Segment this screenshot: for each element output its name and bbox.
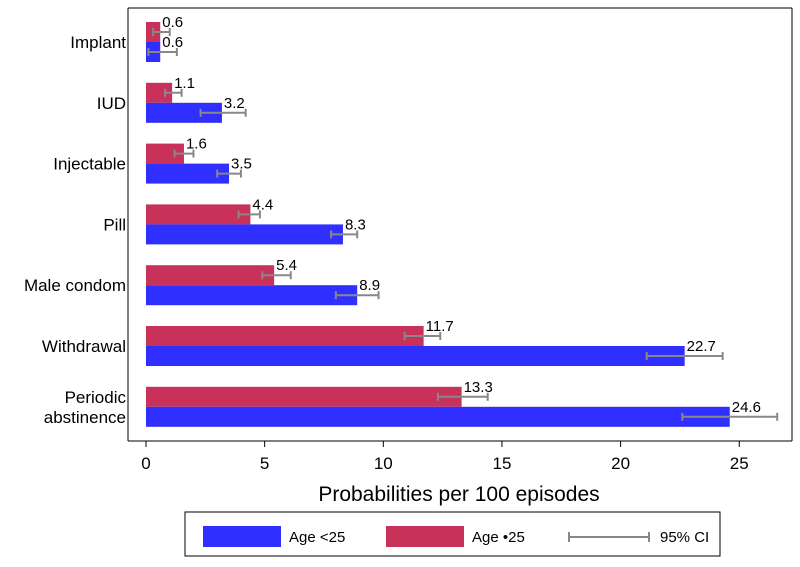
data-label-age-under-25-4: 8.9 — [359, 277, 380, 294]
x-tick-label-1: 5 — [260, 454, 269, 473]
data-label-age-under-25-3: 8.3 — [345, 216, 366, 233]
bar-age-under-25-4 — [146, 285, 358, 306]
bar-age-25-plus-1 — [146, 82, 173, 103]
category-label-0: Implant — [70, 33, 126, 52]
legend: Age <25 Age •25 95% CI — [184, 511, 721, 557]
data-label-age-25-plus-3: 4.4 — [252, 196, 273, 213]
data-label-age-under-25-2: 3.5 — [231, 156, 252, 173]
x-tick-label-5: 25 — [730, 454, 749, 473]
x-tick-label-2: 10 — [374, 454, 393, 473]
category-label-1: IUD — [97, 94, 126, 113]
bars-layer — [146, 22, 730, 427]
bar-age-under-25-6 — [146, 406, 730, 427]
x-tick-label-4: 20 — [611, 454, 630, 473]
category-label-6-line2: abstinence — [44, 408, 126, 427]
data-labels-layer: 0.6 0.6 1.1 3.2 1.6 3.5 4.4 8.3 5.4 8.9 11.7 22.7 13… — [162, 14, 761, 416]
category-label-5: Withdrawal — [42, 337, 126, 356]
x-tick-label-3: 15 — [492, 454, 511, 473]
data-label-age-under-25-6: 24.6 — [732, 399, 761, 416]
category-labels: Implant IUD Injectable Pill Male condom Withd… — [24, 33, 127, 427]
data-label-age-25-plus-1: 1.1 — [174, 75, 195, 92]
bar-age-under-25-1 — [146, 102, 222, 123]
legend-label-ci: 95% CI — [660, 529, 709, 546]
category-label-3: Pill — [103, 215, 126, 234]
category-label-2: Injectable — [53, 155, 126, 174]
category-label-6: Periodic — [65, 388, 127, 407]
data-label-age-under-25-1: 3.2 — [224, 95, 245, 112]
data-label-age-25-plus-0: 0.6 — [162, 14, 183, 31]
bar-age-25-plus-2 — [146, 143, 184, 164]
error-bars-layer — [147, 28, 779, 421]
legend-label-age-under-25: Age <25 — [289, 529, 345, 546]
bar-age-25-plus-3 — [146, 204, 251, 225]
bar-age-25-plus-5 — [146, 326, 424, 346]
bar-age-under-25-2 — [146, 163, 230, 184]
legend-swatch-age-25-plus — [386, 526, 464, 547]
bar-age-25-plus-4 — [146, 265, 275, 286]
data-label-age-25-plus-5: 11.7 — [426, 318, 454, 335]
bar-age-under-25-3 — [146, 224, 343, 245]
legend-label-age-25-plus: Age •25 — [472, 529, 525, 546]
x-axis-ticks: 0 5 10 15 20 25 — [141, 441, 749, 473]
data-label-age-25-plus-4: 5.4 — [276, 257, 297, 274]
data-label-age-25-plus-2: 1.6 — [186, 136, 207, 153]
x-axis-title: Probabilities per 100 episodes — [318, 483, 599, 506]
data-label-age-25-plus-6: 13.3 — [464, 379, 493, 396]
bar-age-under-25-5 — [146, 346, 685, 366]
category-label-4: Male condom — [24, 276, 126, 295]
bar-age-25-plus-6 — [146, 386, 462, 407]
x-tick-label-0: 0 — [141, 454, 150, 473]
data-label-age-under-25-0: 0.6 — [162, 34, 183, 51]
data-label-age-under-25-5: 22.7 — [687, 338, 716, 355]
legend-swatch-age-under-25 — [203, 526, 281, 547]
